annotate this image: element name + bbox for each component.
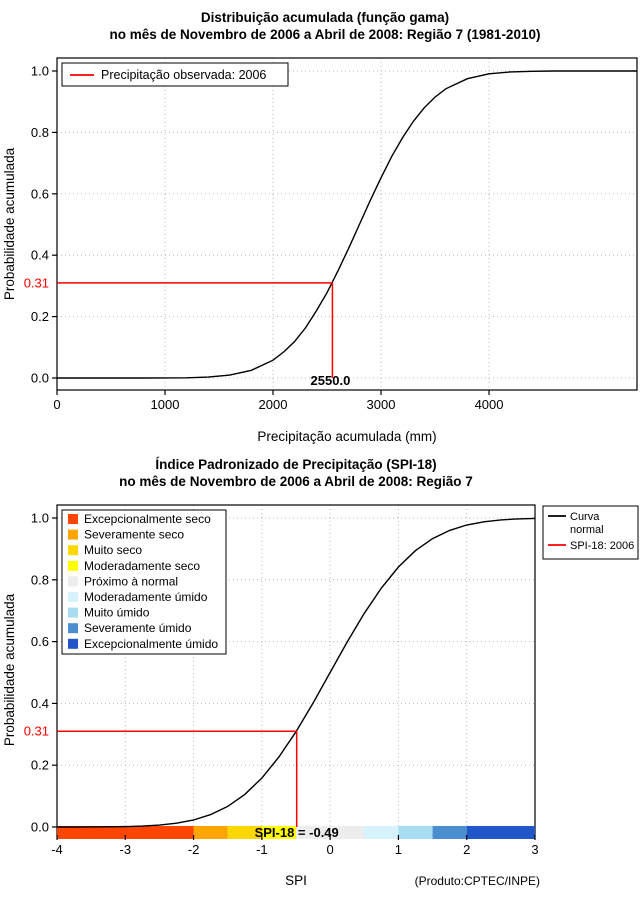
y-tick-label: 0.0 xyxy=(31,371,49,386)
chart2-title: Índice Padronizado de Precipitação (SPI-… xyxy=(155,457,436,472)
legend-box xyxy=(61,62,289,87)
observed-probability-label: 0.31 xyxy=(24,275,49,290)
x-tick-label: -1 xyxy=(256,842,268,857)
product-footnote: (Produto:CPTEC/INPE) xyxy=(415,874,540,888)
plot-border xyxy=(56,57,638,391)
spi-colorbar-segment xyxy=(466,826,535,839)
line-legend-label: SPI-18: 2006 xyxy=(570,540,634,552)
cdf-curve xyxy=(57,70,637,379)
category-color-swatch xyxy=(68,545,78,556)
chart2-x-axis-title: SPI xyxy=(285,873,307,888)
category-label: Excepcionalmente úmido xyxy=(84,637,218,651)
x-tick-label: -4 xyxy=(51,842,63,857)
y-tick-label: 0.2 xyxy=(31,758,49,773)
chart2-y-axis-title: Probabilidade acumulada xyxy=(2,593,17,746)
spi-colorbar-segment xyxy=(296,826,365,839)
spi-colorbar-segment xyxy=(57,826,194,839)
category-color-swatch xyxy=(68,607,78,618)
category-label: Moderadamente seco xyxy=(84,559,200,573)
x-tick-label: 0 xyxy=(327,842,334,857)
chart2-plot-area: -4 -3 -2 -1 0 1 2 3 0.0 0.2 0.4 0.6 0.8 1.0 0.31 SPI-18… xyxy=(24,504,639,857)
spi-colorbar-segment xyxy=(432,826,467,839)
y-tick-label: 0.0 xyxy=(31,820,49,835)
y-tick-label: 0.8 xyxy=(31,125,49,140)
x-tick-label: 2000 xyxy=(259,397,288,412)
spi-colorbar-segment xyxy=(261,826,296,839)
x-tick-label: 1000 xyxy=(151,397,180,412)
category-label: Severamente seco xyxy=(84,528,184,542)
x-tick-label: 1 xyxy=(395,842,402,857)
chart2-subtitle: no mês de Novembro de 2006 a Abril de 20… xyxy=(119,474,473,489)
y-tick-label: 0.6 xyxy=(31,634,49,649)
category-color-swatch xyxy=(68,560,78,571)
category-label: Moderadamente úmido xyxy=(84,590,208,604)
y-tick-label: 0.8 xyxy=(31,572,49,587)
line-legend-label: Curva xyxy=(570,511,600,523)
chart1-plot-area: 0 1000 2000 3000 4000 0.0 0.2 0.4 0.6 0.8 1.0 0.31 2… xyxy=(24,57,638,412)
spi-colorbar-segment xyxy=(398,826,433,839)
chart1-y-axis-title: Probabilidade acumulada xyxy=(2,147,17,300)
legend-label: Precipitação observada: 2006 xyxy=(101,68,266,82)
gamma-cdf-svg: Distribuição acumulada (função gama) no … xyxy=(2,10,638,444)
spi-value-label: SPI-18 = -0.49 xyxy=(255,825,339,840)
category-label: Muito seco xyxy=(84,543,142,557)
spi-cdf-svg: Índice Padronizado de Precipitação (SPI-… xyxy=(2,457,639,888)
x-tick-label: 4000 xyxy=(475,397,504,412)
y-tick-label: 0.2 xyxy=(31,309,49,324)
category-color-swatch xyxy=(68,514,78,524)
x-tick-label: 0 xyxy=(53,397,60,412)
category-label: Severamente úmido xyxy=(84,621,192,635)
line-legend-box xyxy=(542,505,639,560)
y-tick-label: 0.6 xyxy=(31,186,49,201)
x-tick-label: 3 xyxy=(531,842,538,857)
observed-value-label: 2550.0 xyxy=(311,373,351,388)
y-tick-label: 1.0 xyxy=(31,511,49,526)
y-tick-label: 0.4 xyxy=(31,696,49,711)
spi-colorbar-segment xyxy=(364,826,399,839)
chart1-subtitle: no mês de Novembro de 2006 a Abril de 20… xyxy=(110,27,541,42)
chart1-title: Distribuição acumulada (função gama) xyxy=(201,10,449,25)
chart1-x-axis-title: Precipitação acumulada (mm) xyxy=(257,429,436,444)
gamma-cdf-chart: Distribuição acumulada (função gama) no … xyxy=(2,10,638,444)
category-color-swatch xyxy=(68,592,78,602)
spi-colorbar-segment xyxy=(193,826,228,839)
category-label: Próximo à normal xyxy=(84,574,178,588)
category-label: Excepcionalmente seco xyxy=(84,512,211,526)
x-tick-label: 3000 xyxy=(367,397,396,412)
x-tick-label: 2 xyxy=(463,842,470,857)
observed-probability-label: 0.31 xyxy=(24,724,49,739)
category-legend-box xyxy=(61,509,227,655)
x-tick-label: -2 xyxy=(188,842,200,857)
line-legend-label: normal xyxy=(570,524,604,536)
x-tick-label: -3 xyxy=(120,842,132,857)
spi-cdf-chart: Índice Padronizado de Precipitação (SPI-… xyxy=(0,450,640,900)
category-color-swatch xyxy=(68,638,78,649)
category-color-swatch xyxy=(68,623,78,634)
category-color-swatch xyxy=(68,576,78,587)
y-tick-label: 1.0 xyxy=(31,64,49,79)
category-color-swatch xyxy=(68,529,78,540)
category-label: Muito úmido xyxy=(84,606,150,620)
spi-colorbar-segment xyxy=(227,826,262,839)
y-tick-label: 0.4 xyxy=(31,248,49,263)
